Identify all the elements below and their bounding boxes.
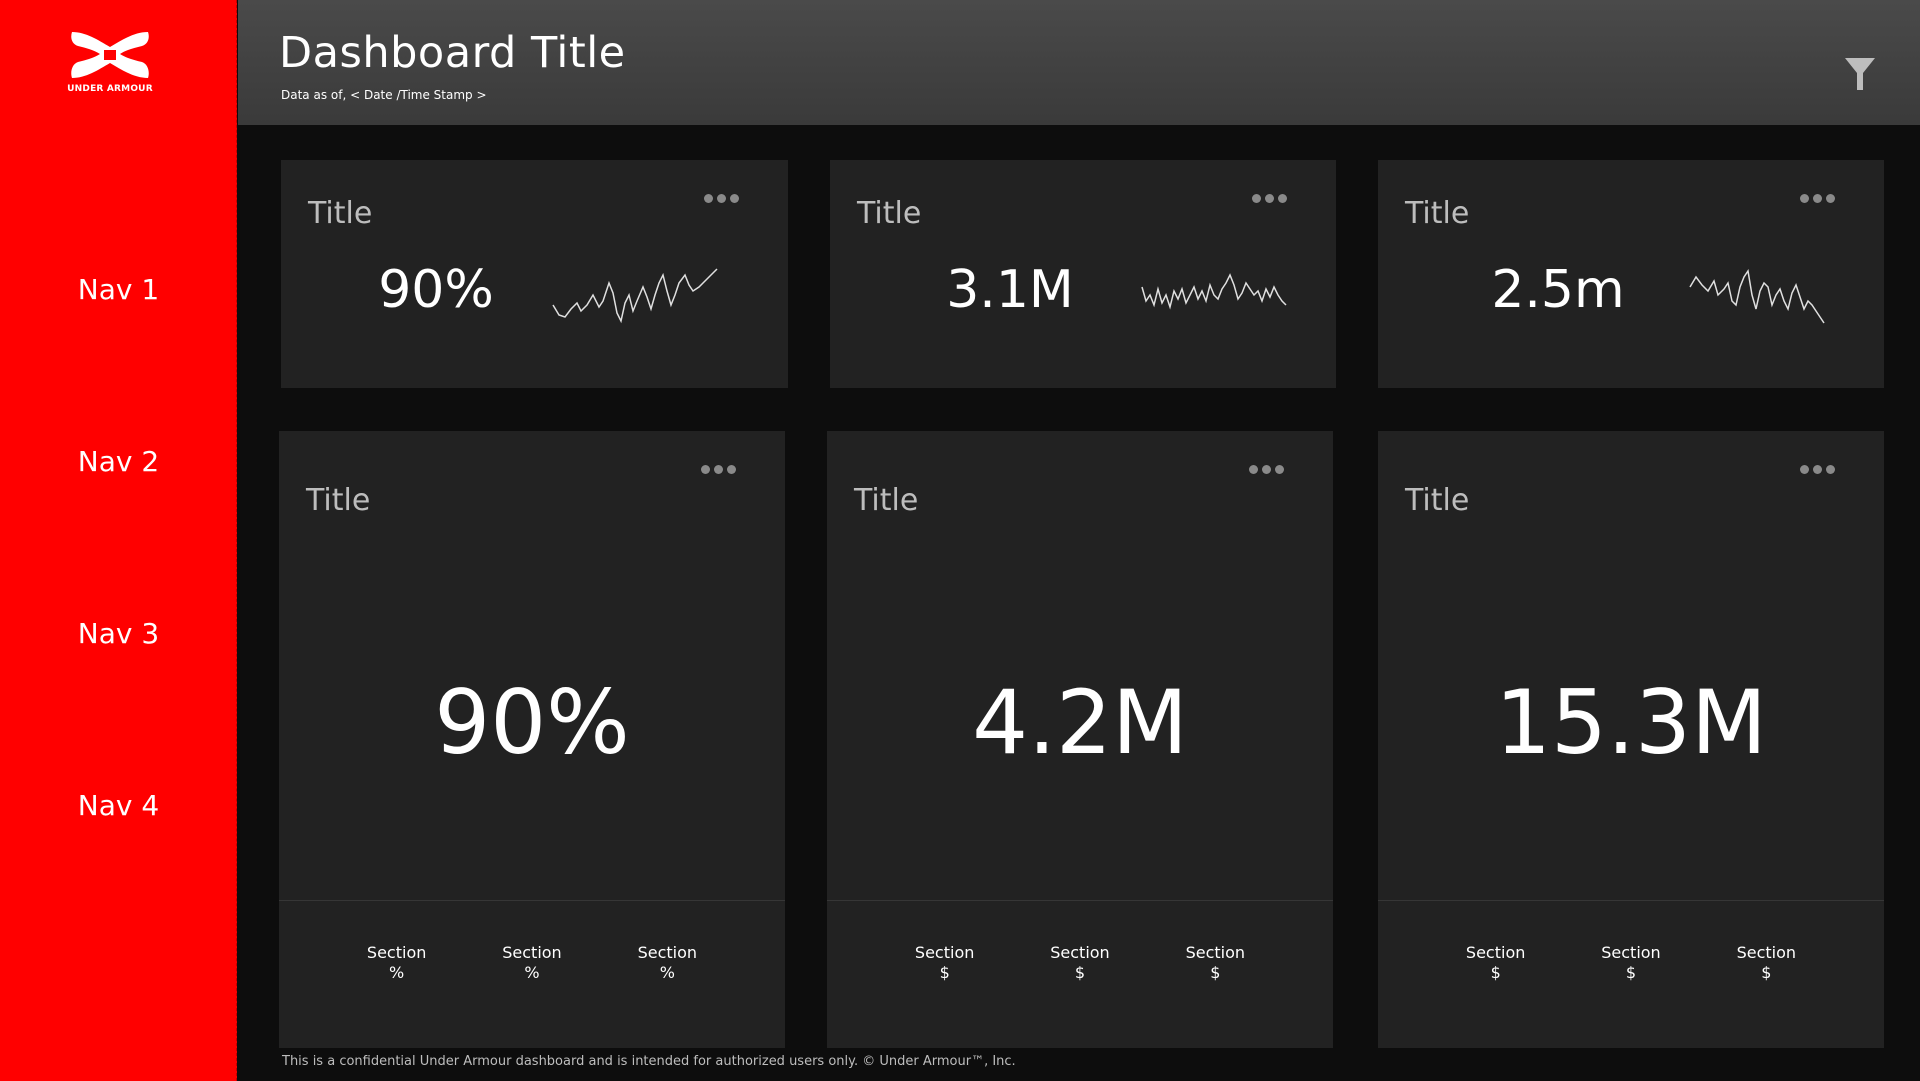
more-icon[interactable] [704,188,748,203]
section-list: Section $ Section $ Section $ [827,943,1333,983]
detail-card: Title 90% Section % Section % Section % [279,431,785,1048]
page-title: Dashboard Title [279,28,626,78]
section-unit: % [659,963,675,982]
more-icon[interactable] [1249,459,1293,474]
kpi-card: Title 90% [281,160,788,388]
sidebar-item-nav-3[interactable]: Nav 3 [77,617,160,650]
section-label: Section [914,943,975,962]
section-item[interactable]: Section $ [1571,943,1691,983]
section-unit: $ [1210,963,1221,982]
brand-logo[interactable]: UNDER ARMOUR [55,30,165,105]
kpi-card: Title 2.5m [1378,160,1884,388]
section-unit: $ [1490,963,1501,982]
more-icon[interactable] [1800,188,1844,203]
detail-card: Title 15.3M Section $ Section $ Section … [1378,431,1884,1048]
section-label: Section [1185,943,1246,962]
card-divider [827,900,1333,901]
sparkline-chart [1141,273,1287,310]
section-unit: $ [1761,963,1772,982]
section-item[interactable]: Section $ [1155,943,1275,983]
kpi-value: 2.5m [1491,260,1625,320]
section-label: Section [1050,943,1110,962]
data-timestamp: Data as of, < Date /Time Stamp > [281,88,487,102]
section-label: Section [637,943,698,962]
card-title: Title [308,196,373,231]
card-divider [279,900,785,901]
card-title: Title [306,483,371,518]
kpi-value: 90% [378,260,494,320]
section-unit: $ [1625,963,1637,982]
under-armour-logo-icon [71,32,149,78]
card-title: Title [1405,196,1470,231]
kpi-card: Title 3.1M [830,160,1336,388]
section-label: Section [502,943,562,962]
section-item[interactable]: Section % [337,943,457,983]
section-unit: % [524,963,540,982]
section-item[interactable]: Section % [472,943,592,983]
sparkline-chart [552,268,718,324]
detail-card: Title 4.2M Section $ Section $ Section $ [827,431,1333,1048]
card-big-value: 4.2M [972,671,1188,774]
filter-icon[interactable] [1844,56,1876,92]
sidebar-item-nav-2[interactable]: Nav 2 [77,445,160,478]
section-list: Section $ Section $ Section $ [1378,943,1884,983]
section-unit: $ [939,963,950,982]
card-title: Title [854,483,919,518]
section-label: Section [1465,943,1526,962]
sidebar: UNDER ARMOUR Nav 1 Nav 2 Nav 3 Nav 4 [0,0,237,1081]
section-item[interactable]: Section % [607,943,727,983]
section-label: Section [1601,943,1661,962]
section-item[interactable]: Section $ [1436,943,1556,983]
section-item[interactable]: Section $ [885,943,1005,983]
more-icon[interactable] [1800,459,1844,474]
section-unit: % [389,963,405,982]
brand-name: UNDER ARMOUR [67,84,153,94]
section-label: Section [366,943,427,962]
card-divider [1378,900,1884,901]
sidebar-item-nav-4[interactable]: Nav 4 [77,789,160,822]
header: Dashboard Title Data as of, < Date /Time… [238,0,1920,125]
footer-disclaimer: This is a confidential Under Armour dash… [282,1054,1016,1069]
card-big-value: 90% [434,671,630,774]
card-big-value: 15.3M [1495,671,1767,774]
more-icon[interactable] [701,459,745,474]
section-item[interactable]: Section $ [1706,943,1826,983]
section-list: Section % Section % Section % [279,943,785,983]
section-unit: $ [1074,963,1086,982]
section-item[interactable]: Section $ [1020,943,1140,983]
card-title: Title [1405,483,1470,518]
section-label: Section [1736,943,1797,962]
card-title: Title [857,196,922,231]
more-icon[interactable] [1252,188,1296,203]
sparkline-chart [1689,269,1825,324]
kpi-value: 3.1M [946,260,1074,320]
sidebar-item-nav-1[interactable]: Nav 1 [77,273,160,306]
